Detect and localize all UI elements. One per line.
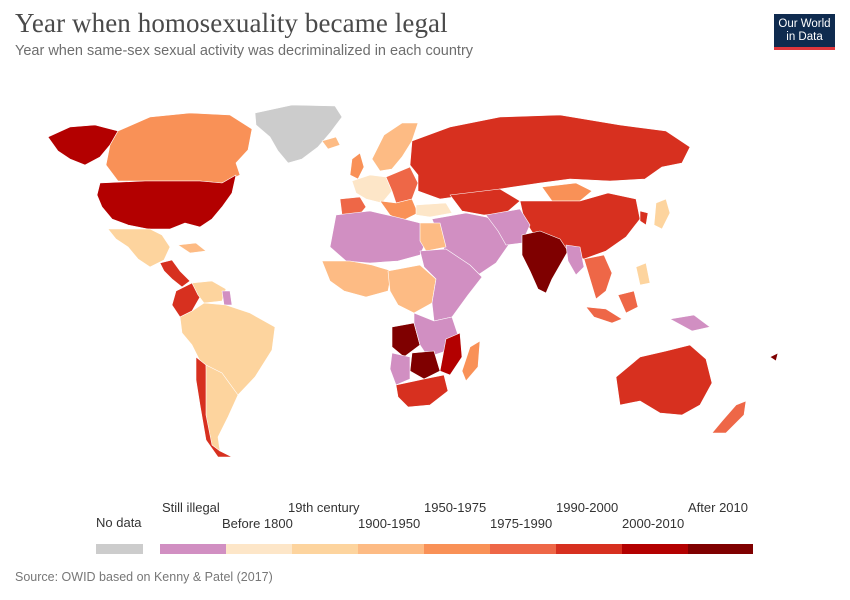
region-turkey[interactable]	[415, 202, 453, 218]
legend-swatch-1990-2000[interactable]	[556, 544, 622, 554]
region-central-america[interactable]	[159, 259, 191, 288]
region-madagascar[interactable]	[461, 340, 481, 382]
region-uk[interactable]	[349, 152, 365, 180]
region-new-zealand[interactable]	[711, 400, 747, 434]
legend-swatch-no-data	[96, 544, 143, 554]
legend-label-1975-1990: 1975-1990	[490, 516, 553, 531]
legend-label-still-illegal: Still illegal	[162, 500, 220, 515]
source-note: Source: OWID based on Kenny & Patel (201…	[15, 570, 273, 584]
region-eastern-europe[interactable]	[385, 166, 419, 204]
region-central-africa[interactable]	[387, 264, 437, 314]
region-india[interactable]	[521, 230, 569, 294]
region-egypt[interactable]	[419, 222, 447, 252]
legend-label-no-data: No data	[96, 515, 142, 530]
legend-label-19th-century: 19th century	[288, 500, 360, 515]
region-argentina[interactable]	[205, 364, 239, 452]
region-pacific-island[interactable]	[769, 352, 779, 362]
region-myanmar[interactable]	[565, 244, 585, 276]
region-north-africa[interactable]	[329, 210, 431, 264]
region-western-europe[interactable]	[351, 174, 393, 204]
region-greenland[interactable]	[254, 104, 343, 164]
legend-swatch-1975-1990[interactable]	[490, 544, 556, 554]
legend-swatch-1900-1950[interactable]	[358, 544, 424, 554]
legend-label-before-1800: Before 1800	[222, 516, 293, 531]
chart-title: Year when homosexuality became legal	[15, 8, 448, 38]
region-papua[interactable]	[669, 314, 711, 332]
region-usa[interactable]	[96, 174, 237, 230]
region-venezuela[interactable]	[191, 280, 227, 304]
legend-label-1990-2000: 1990-2000	[556, 500, 619, 515]
region-west-africa[interactable]	[321, 260, 393, 298]
region-japan[interactable]	[653, 198, 671, 230]
logo-line-1: Our World	[778, 18, 831, 30]
region-alaska[interactable]	[47, 124, 119, 166]
region-canada[interactable]	[105, 112, 253, 184]
region-russia[interactable]	[409, 114, 691, 200]
legend-swatch-2000-2010[interactable]	[622, 544, 688, 554]
region-namibia[interactable]	[389, 352, 411, 386]
owid-logo[interactable]: Our World in Data	[774, 14, 835, 50]
legend-label-1950-1975: 1950-1975	[424, 500, 487, 515]
region-philippines[interactable]	[635, 262, 651, 286]
legend-label-2000-2010: 2000-2010	[622, 516, 685, 531]
region-south-africa[interactable]	[395, 374, 449, 408]
region-caribbean[interactable]	[177, 242, 207, 254]
legend-label-1900-1950: 1900-1950	[358, 516, 421, 531]
region-iceland[interactable]	[321, 136, 341, 150]
legend-swatch-19th-century[interactable]	[292, 544, 358, 554]
region-korea[interactable]	[639, 210, 649, 226]
legend-label-after-2010: After 2010	[688, 500, 748, 515]
chart-subtitle: Year when same-sex sexual activity was d…	[15, 43, 474, 59]
region-angola[interactable]	[391, 322, 421, 358]
region-australia[interactable]	[615, 344, 713, 416]
region-southeast-asia[interactable]	[583, 254, 613, 300]
region-borneo[interactable]	[617, 290, 639, 314]
world-map	[47, 104, 779, 458]
logo-line-2: in Data	[786, 31, 823, 43]
region-mexico[interactable]	[107, 228, 171, 268]
legend-swatch-after-2010[interactable]	[688, 544, 753, 554]
region-indonesia[interactable]	[585, 306, 623, 324]
legend-swatch-1950-1975[interactable]	[424, 544, 490, 554]
region-mongolia[interactable]	[541, 182, 593, 202]
region-guyana[interactable]	[221, 290, 233, 306]
legend-swatch-before-1800[interactable]	[226, 544, 292, 554]
region-botswana[interactable]	[409, 350, 441, 380]
legend-swatch-still-illegal[interactable]	[160, 544, 226, 554]
region-mozambique[interactable]	[439, 332, 463, 376]
